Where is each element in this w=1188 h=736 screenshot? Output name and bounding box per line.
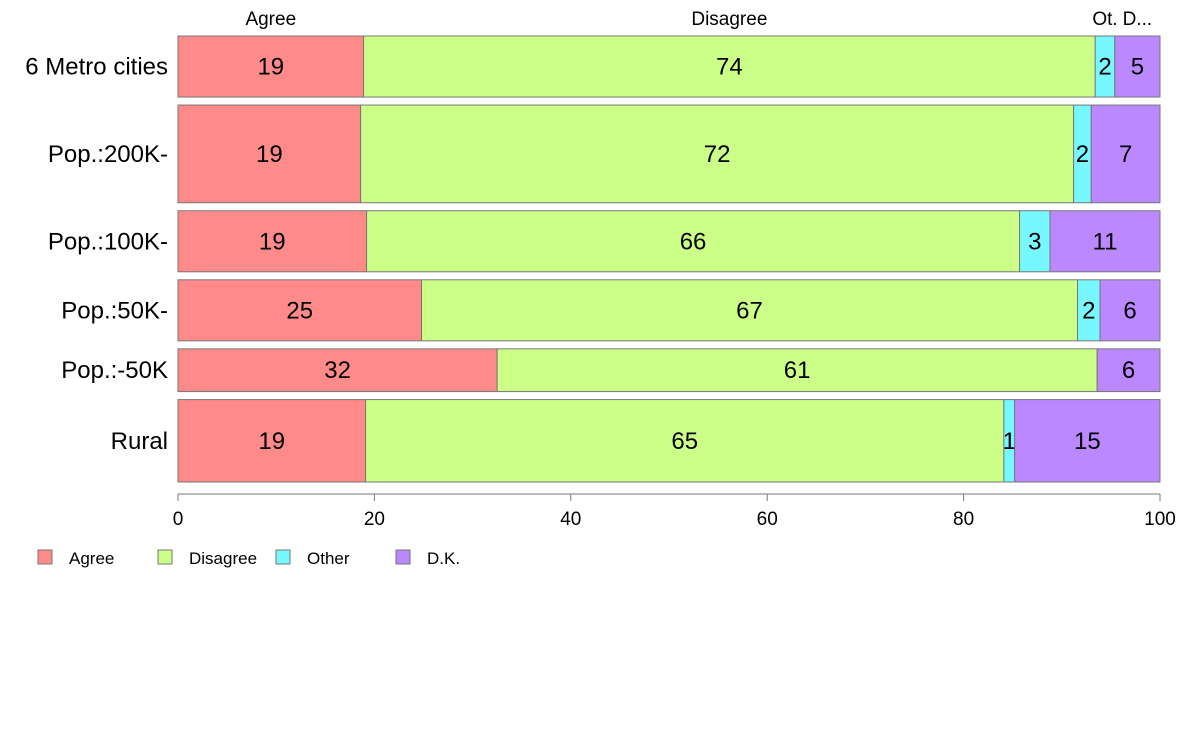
bar-value-label: 1 [1003, 428, 1016, 455]
legend-swatch-other [275, 549, 291, 565]
category-label: Pop.:200K- [48, 141, 168, 168]
bar-other-pop-100k [1019, 210, 1051, 273]
bar-d-k-rural [1014, 399, 1161, 483]
bar-disagree-pop-50k [496, 348, 1098, 393]
bar-value-label: 5 [1131, 54, 1144, 81]
category-label: Rural [111, 428, 168, 455]
x-tick-label: 20 [364, 509, 385, 530]
bar-disagree-6-metro-cities [363, 35, 1096, 98]
top-segment-label: Disagree [691, 9, 767, 30]
x-tick-label: 40 [560, 509, 581, 530]
bar-value-label: 66 [680, 228, 707, 255]
bar-disagree-pop-100k [366, 210, 1021, 273]
bar-d-k-pop-50k [1096, 348, 1161, 393]
bar-value-label: 7 [1119, 141, 1132, 168]
bar-value-label: 74 [716, 54, 743, 81]
bar-disagree-rural [365, 399, 1005, 483]
bar-value-label: 2 [1076, 141, 1089, 168]
bar-d-k-pop-50k [1099, 279, 1161, 342]
bar-agree-pop-50k [177, 279, 423, 342]
bar-value-label: 19 [258, 428, 285, 455]
bar-value-label: 3 [1028, 228, 1041, 255]
bar-value-label: 25 [286, 297, 313, 324]
bar-agree-pop-100k [177, 210, 368, 273]
bar-value-label: 6 [1122, 357, 1135, 384]
bar-value-label: 2 [1098, 54, 1111, 81]
x-tick-label: 60 [757, 509, 778, 530]
bar-value-label: 65 [671, 428, 698, 455]
legend-swatch-agree [37, 549, 53, 565]
bar-value-label: 11 [1093, 228, 1118, 255]
bar-value-label: 19 [259, 228, 286, 255]
bar-value-label: 6 [1123, 297, 1136, 324]
bar-value-label: 67 [736, 297, 763, 324]
bar-d-k-6-metro-cities [1114, 35, 1161, 98]
bar-value-label: 2 [1082, 297, 1095, 324]
bar-d-k-pop-100k [1049, 210, 1161, 273]
legend-label: Agree [69, 549, 114, 568]
x-tick-label: 100 [1144, 509, 1176, 530]
bar-value-label: 61 [784, 357, 811, 384]
bar-d-k-pop-200k [1090, 104, 1161, 204]
bar-value-label: 19 [256, 141, 283, 168]
category-label: Pop.:100K- [48, 228, 168, 255]
bar-agree-pop-50k [177, 348, 498, 393]
bar-value-label: 32 [324, 357, 351, 384]
top-segment-label: Ot. [1092, 9, 1117, 30]
bar-disagree-pop-200k [360, 104, 1075, 204]
top-segment-label: D... [1123, 9, 1153, 30]
legend-swatch-d-k [395, 549, 411, 565]
category-label: Pop.:-50K [61, 357, 168, 384]
category-label: 6 Metro cities [25, 54, 168, 81]
legend-label: Other [307, 549, 350, 568]
bar-disagree-pop-50k [421, 279, 1079, 342]
legend-label: Disagree [189, 549, 257, 568]
bar-value-label: 15 [1074, 428, 1101, 455]
x-tick-label: 0 [173, 509, 184, 530]
category-label: Pop.:50K- [61, 297, 168, 324]
bar-agree-6-metro-cities [177, 35, 365, 98]
bar-agree-rural [177, 399, 367, 483]
x-tick-label: 80 [953, 509, 974, 530]
bar-agree-pop-200k [177, 104, 362, 204]
top-segment-label: Agree [245, 9, 296, 30]
bar-value-label: 19 [257, 54, 284, 81]
legend-label: D.K. [427, 549, 460, 568]
legend-swatch-disagree [157, 549, 173, 565]
bar-value-label: 72 [704, 141, 731, 168]
